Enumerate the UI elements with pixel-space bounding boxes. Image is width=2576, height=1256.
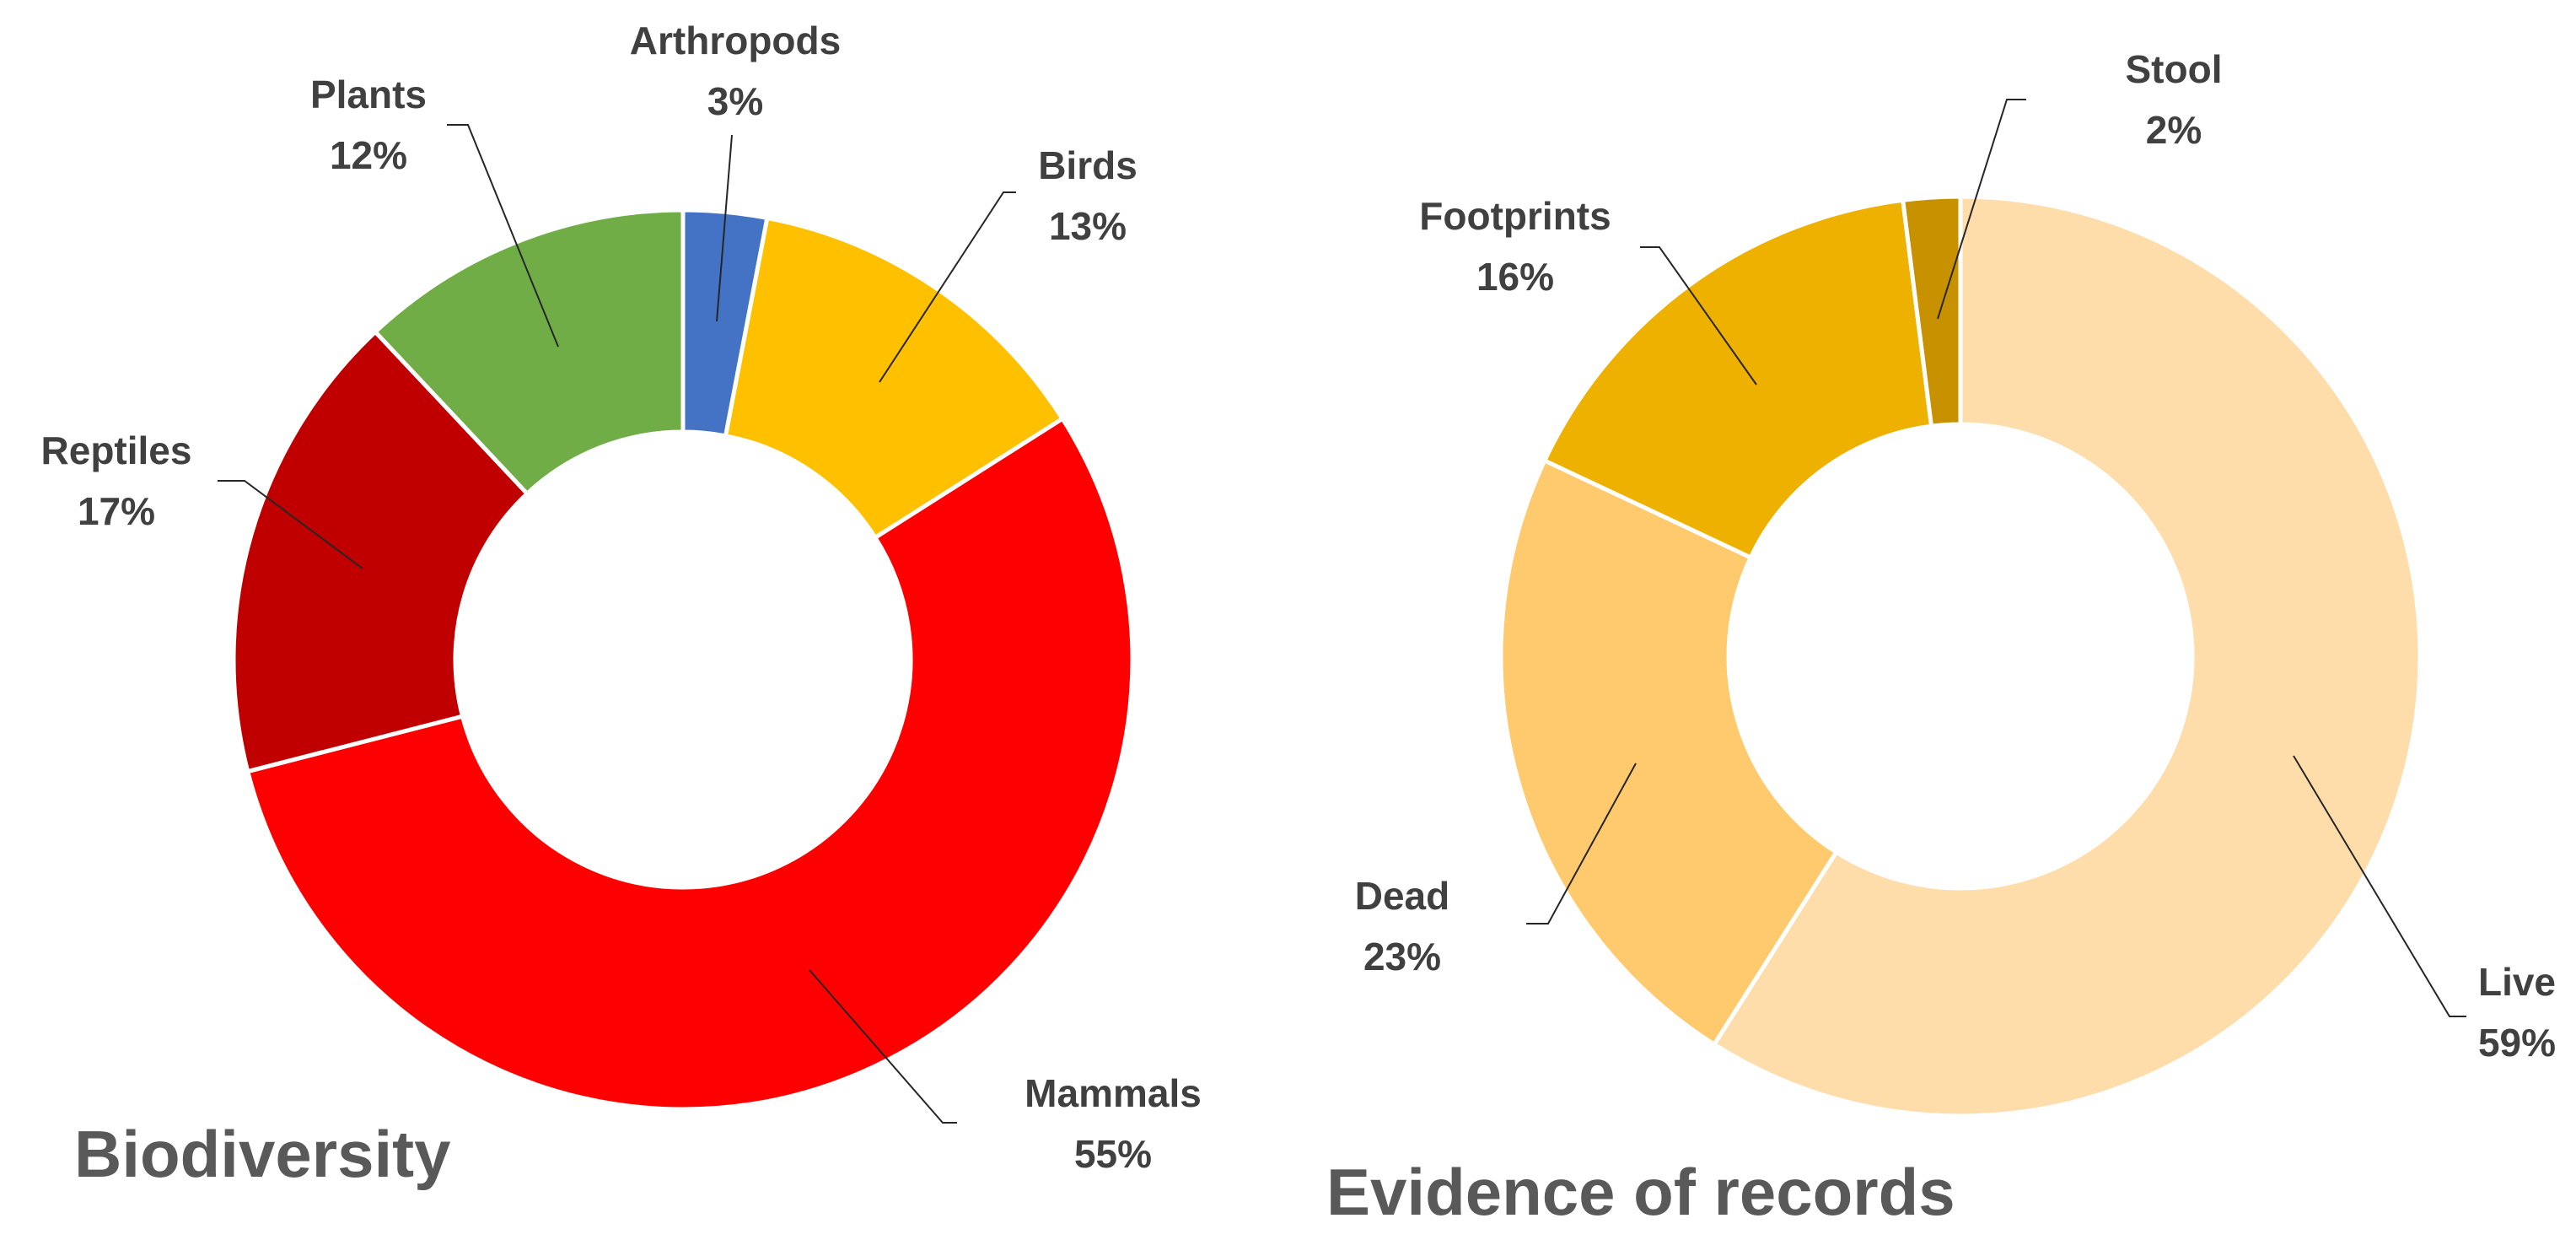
slice-label-dead: Dead (1355, 874, 1449, 918)
slice-mammals (245, 415, 1135, 1112)
leader-line-arthropods (716, 134, 733, 322)
slice-label-birds: Birds (1038, 143, 1137, 187)
leader-line-stool (1937, 99, 2026, 320)
slice-plants (372, 208, 686, 497)
slice-value-birds: 13% (1049, 204, 1127, 248)
slice-reptiles (231, 328, 530, 774)
slice-dead (1498, 457, 1840, 1048)
leader-line-birds (879, 191, 1016, 383)
slice-label-mammals: Mammals (1024, 1071, 1202, 1115)
slice-value-mammals: 55% (1074, 1132, 1152, 1176)
slice-value-footprints: 16% (1476, 255, 1554, 299)
slice-label-plants: Plants (310, 73, 427, 116)
slice-value-live: 59% (2478, 1021, 2556, 1065)
slice-label-footprints: Footprints (1419, 194, 1611, 238)
leader-line-plants (447, 124, 559, 348)
slice-footprints (1541, 197, 1934, 561)
slice-stool (1900, 194, 1963, 429)
slice-label-arthropods: Arthropods (630, 19, 841, 62)
leader-line-live (2293, 755, 2466, 1017)
slice-birds (723, 215, 1066, 541)
slice-value-arthropods: 3% (707, 79, 763, 123)
slice-live (1711, 194, 2423, 1119)
slice-label-live: Live (2478, 960, 2556, 1004)
slice-value-stool: 2% (2146, 108, 2202, 152)
biodiversity-title: Biodiversity (74, 1117, 450, 1191)
slice-value-reptiles: 17% (78, 489, 155, 533)
slice-label-reptiles: Reptiles (41, 429, 192, 472)
slice-value-dead: 23% (1363, 935, 1441, 978)
leader-line-dead (1526, 763, 1637, 924)
slice-value-plants: 12% (330, 133, 407, 177)
biodiversity-donut: Arthropods 3% Birds 13% Mammals 55% Reptiles 17… (41, 19, 1202, 1176)
evidence-title: Evidence of records (1326, 1155, 1955, 1229)
evidence-donut: Live 59% Dead 23% Footprints 16% Stool 2% (1355, 47, 2556, 1119)
leader-line-footprints (1640, 246, 1757, 385)
leader-line-mammals (809, 969, 957, 1124)
leader-line-reptiles (218, 480, 363, 569)
slice-label-stool: Stool (2126, 47, 2223, 91)
